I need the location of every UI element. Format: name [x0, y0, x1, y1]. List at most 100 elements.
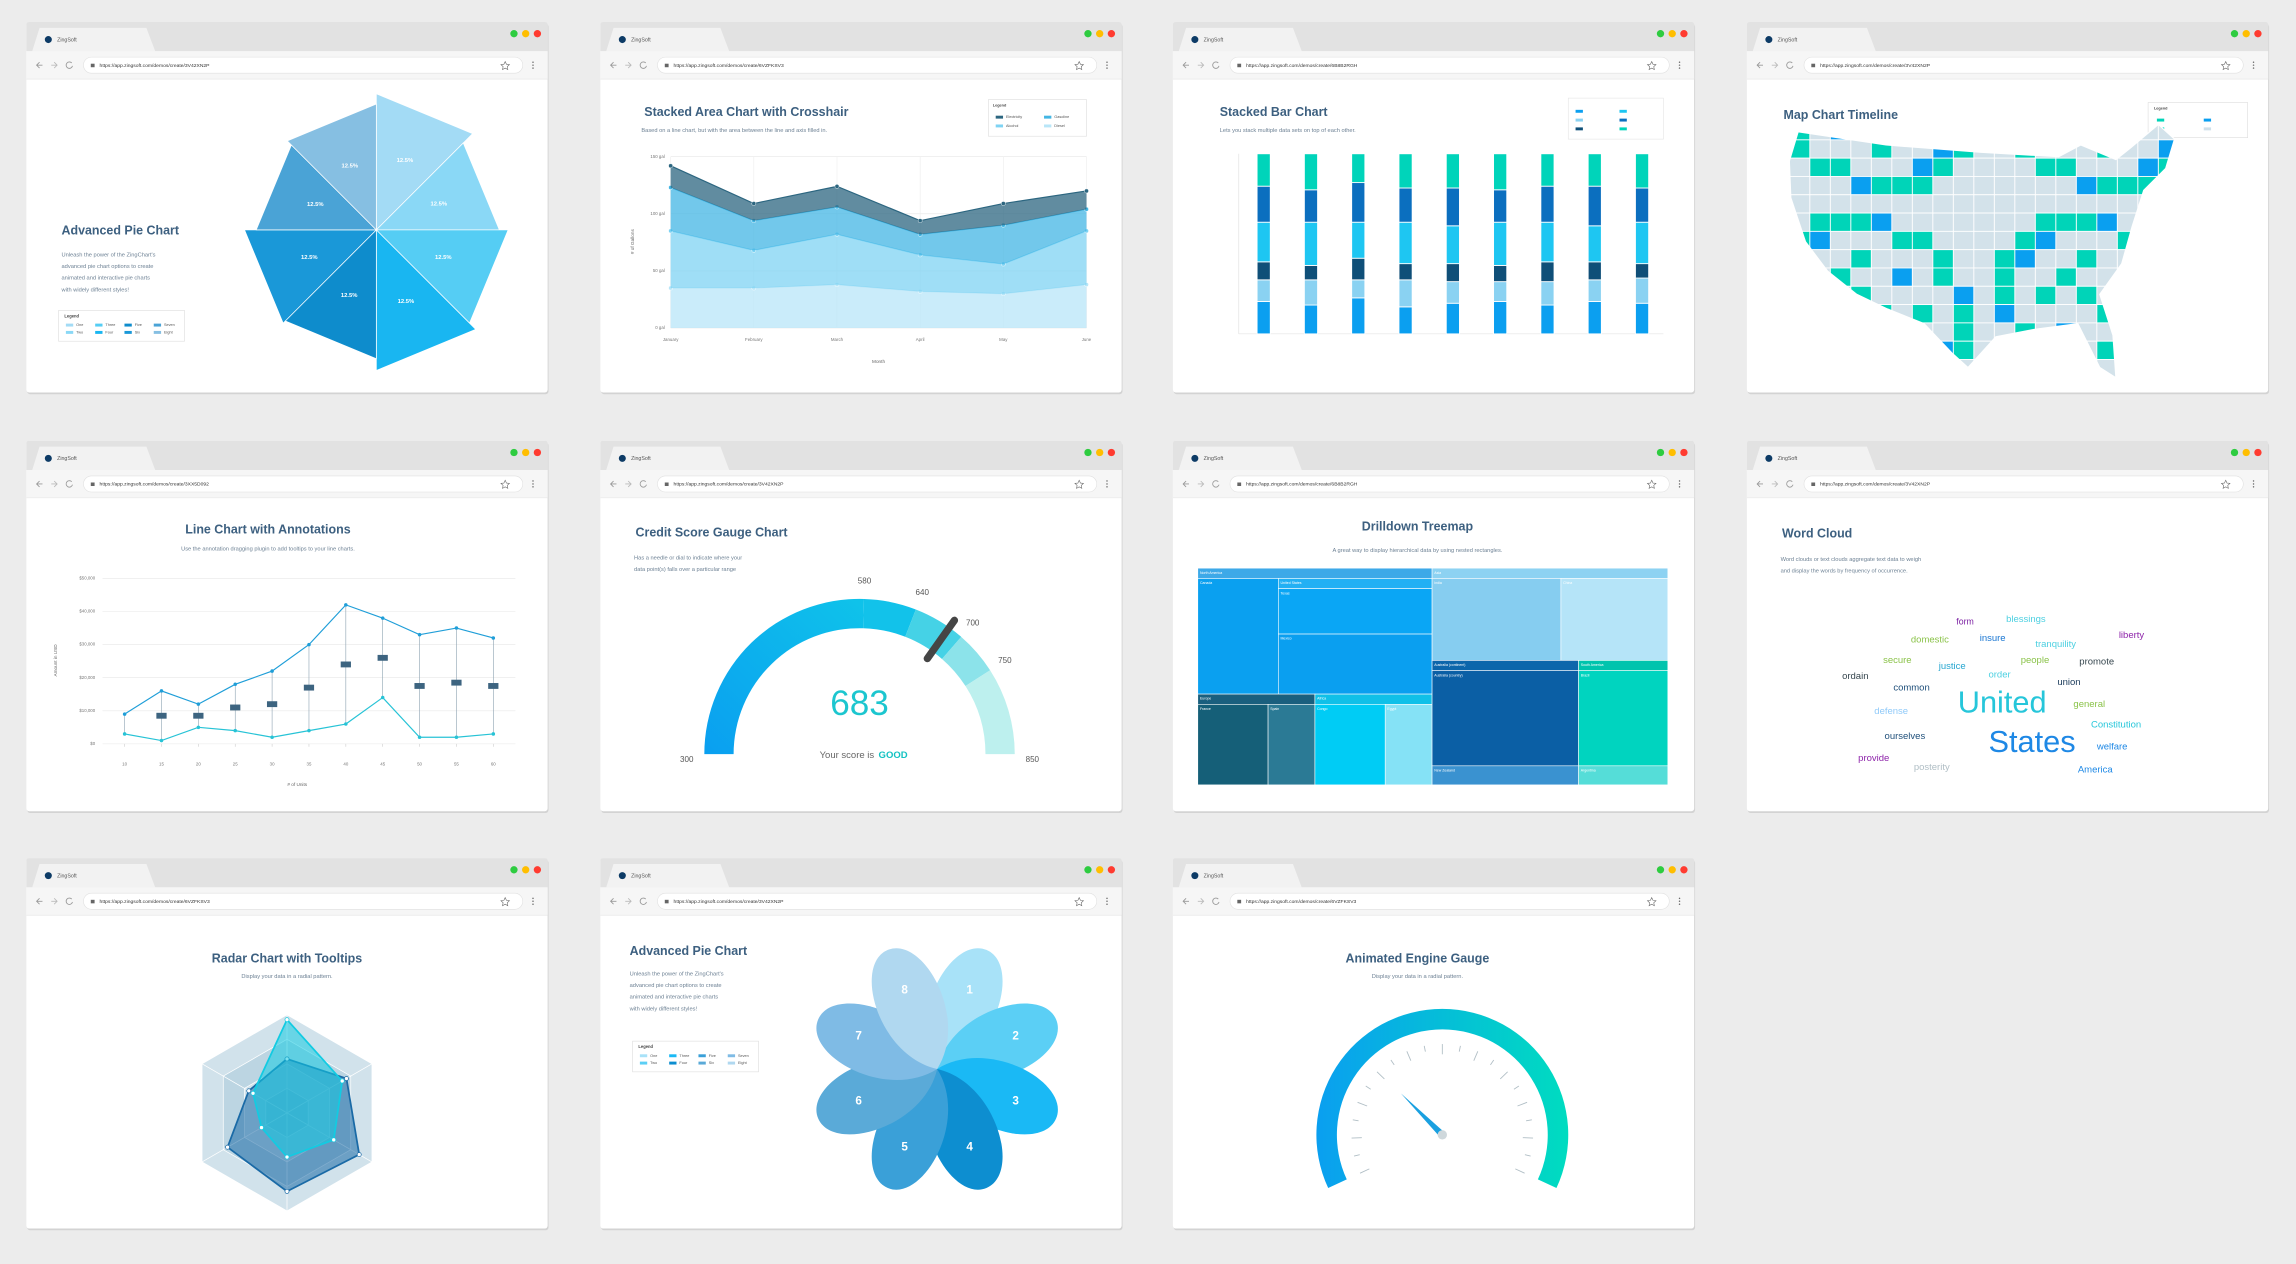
legend-title: Legend	[993, 103, 1007, 107]
word: blessings	[2006, 614, 2046, 625]
treemap-label: Congo	[1317, 707, 1327, 711]
state	[1829, 212, 1852, 232]
nav-forward	[51, 898, 58, 905]
state	[2034, 304, 2057, 324]
state	[2014, 176, 2036, 196]
chart-title: Credit Score Gauge Chart	[636, 525, 788, 539]
window-control	[2254, 448, 2262, 457]
menu-dot	[2252, 64, 2255, 66]
bar-segment	[1351, 221, 1366, 259]
tab	[1178, 863, 1302, 888]
state	[1993, 176, 2016, 196]
state	[2075, 249, 2098, 269]
menu-dot	[1106, 67, 1108, 69]
window-control	[2242, 448, 2250, 457]
treemap-label: Canada	[1200, 581, 1212, 585]
state	[1932, 176, 1954, 196]
state	[1891, 249, 1913, 269]
menu-dot	[1678, 64, 1681, 66]
nav-forward	[625, 480, 632, 488]
window-control	[1680, 448, 1688, 457]
bar-segment	[1351, 279, 1366, 299]
gauge-band	[704, 598, 864, 755]
bar-segment	[1445, 225, 1460, 265]
state	[1829, 176, 1852, 196]
point	[344, 603, 348, 607]
legend-label: Two	[650, 1061, 657, 1065]
point	[380, 616, 385, 620]
gauge-band	[965, 670, 1015, 755]
annotation-box	[340, 661, 351, 668]
nav-reload	[65, 480, 73, 488]
bar-segment	[1587, 261, 1602, 281]
bookmark-star	[2220, 60, 2231, 71]
legend-title: Legend	[64, 313, 79, 318]
radar-point	[284, 1154, 290, 1160]
state	[1850, 267, 1872, 287]
radar-point	[225, 1144, 230, 1150]
state	[1973, 267, 1995, 287]
state	[1850, 212, 1872, 232]
state	[1993, 304, 2016, 324]
gauge-tick	[1357, 1101, 1368, 1107]
menu-dot	[1106, 903, 1108, 905]
state	[2116, 157, 2139, 177]
bar-segment	[1587, 279, 1602, 302]
point	[1084, 188, 1089, 194]
x-tick-label: 55	[454, 762, 459, 767]
gauge-arc	[1316, 1008, 1569, 1189]
state	[1973, 285, 1995, 306]
bookmark-star	[1074, 60, 1085, 71]
bar-segment	[1445, 153, 1460, 189]
window-control	[1656, 866, 1665, 874]
favicon	[44, 454, 52, 462]
state	[2075, 267, 2098, 287]
lock-icon	[1811, 482, 1816, 487]
legend-swatch	[153, 323, 162, 327]
area	[670, 284, 1087, 329]
point	[196, 702, 201, 706]
state	[1850, 176, 1872, 196]
state	[1850, 249, 1872, 269]
lock-icon	[90, 482, 95, 487]
tab-label: ZingSoft	[57, 873, 77, 879]
window-control	[1656, 30, 1665, 38]
tab	[1752, 27, 1876, 52]
tab-label: ZingSoft	[57, 456, 77, 462]
legend-label: Six	[135, 330, 140, 334]
bar-segment	[1635, 277, 1650, 304]
state	[1993, 249, 2016, 269]
url-box	[657, 475, 1098, 493]
bar-segment	[1635, 153, 1650, 189]
annotation-box	[451, 679, 462, 686]
menu-dot	[1106, 64, 1108, 66]
tab	[32, 863, 156, 888]
series-line	[670, 165, 1087, 222]
radar-point	[259, 1125, 264, 1131]
nav-forward	[1197, 480, 1205, 488]
window-control	[1096, 866, 1104, 874]
bar-segment	[1351, 257, 1366, 281]
bar-segment	[1256, 185, 1271, 223]
state	[2055, 267, 2077, 287]
state	[1891, 212, 1913, 232]
state	[2055, 212, 2077, 232]
bookmark-star	[500, 896, 511, 907]
treemap-cell	[1578, 765, 1669, 786]
state	[1911, 285, 1934, 306]
url: https://app.zingsoft.com/demos/create/3V…	[674, 899, 785, 905]
bookmark-star	[1646, 60, 1657, 71]
window-control	[2254, 30, 2262, 38]
gauge-tick	[1458, 1045, 1461, 1052]
point	[417, 735, 422, 740]
chart-subtitle: Display your data in a radial pattern.	[1372, 974, 1464, 980]
menu-dot	[1678, 67, 1681, 69]
annotation-box	[488, 683, 499, 689]
window-control	[1680, 30, 1688, 38]
x-tick-label: 30	[270, 762, 275, 767]
tab	[1178, 446, 1302, 471]
treemap-label: Australia (country)	[1434, 673, 1462, 677]
gauge-tick	[1517, 1101, 1528, 1107]
tab-bar	[1172, 858, 1695, 888]
state	[2055, 304, 2077, 324]
